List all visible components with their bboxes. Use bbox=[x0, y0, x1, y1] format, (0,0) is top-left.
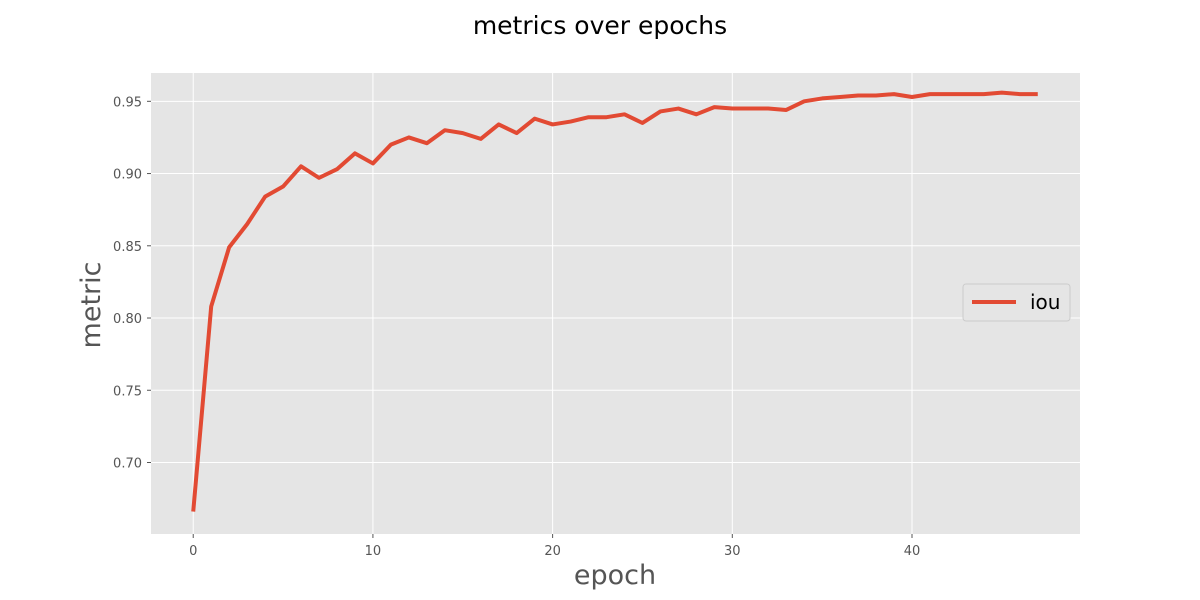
grid-lines bbox=[151, 73, 1080, 534]
x-tick-label: 0 bbox=[189, 544, 197, 559]
chart-title: metrics over epochs bbox=[473, 11, 727, 40]
legend: iou bbox=[962, 283, 1071, 322]
plot-area bbox=[151, 73, 1080, 534]
x-tick-label: 40 bbox=[904, 544, 921, 559]
y-axis-label: metric bbox=[76, 262, 107, 349]
legend-box bbox=[962, 283, 1071, 322]
y-tick-label: 0.90 bbox=[113, 168, 142, 183]
legend-label-iou: iou bbox=[1030, 290, 1060, 314]
x-axis-label: epoch bbox=[574, 560, 656, 591]
y-tick-label: 0.95 bbox=[113, 95, 142, 110]
x-tick-label: 30 bbox=[724, 544, 741, 559]
series-line-iou bbox=[191, 90, 1038, 512]
y-tick-label: 0.85 bbox=[113, 240, 142, 255]
x-tick-label: 10 bbox=[365, 544, 382, 559]
tick-marks: 0 10 20 30 40 0.70 0.75 0.80 0.85 0.90 0.95 bbox=[113, 95, 920, 559]
y-tick-label: 0.80 bbox=[113, 312, 142, 327]
x-tick-label: 20 bbox=[544, 544, 561, 559]
y-tick-label: 0.70 bbox=[113, 456, 142, 471]
y-tick-label: 0.75 bbox=[113, 384, 142, 399]
series-layer bbox=[191, 90, 1038, 512]
